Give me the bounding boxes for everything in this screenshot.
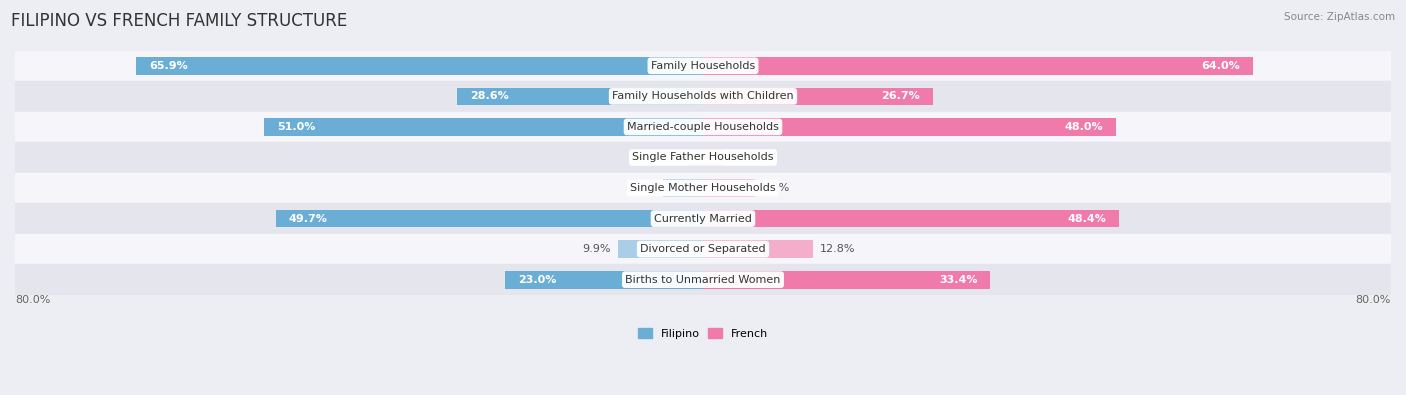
Text: 6.0%: 6.0% [762,183,790,193]
Bar [264,118,703,136]
Text: 80.0%: 80.0% [1355,295,1391,305]
Bar [703,240,813,258]
Bar [505,271,703,288]
Bar [703,88,932,105]
Text: Family Households: Family Households [651,61,755,71]
Text: 49.7%: 49.7% [288,214,328,224]
Bar [703,149,724,166]
Text: Single Father Households: Single Father Households [633,152,773,162]
Text: Married-couple Households: Married-couple Households [627,122,779,132]
Text: 64.0%: 64.0% [1202,61,1240,71]
Text: 51.0%: 51.0% [277,122,316,132]
Bar [688,149,703,166]
Text: Family Households with Children: Family Households with Children [612,91,794,102]
Bar [703,118,1116,136]
Text: 1.8%: 1.8% [652,152,681,162]
Bar [15,264,1391,295]
Text: 48.4%: 48.4% [1067,214,1107,224]
Text: Divorced or Separated: Divorced or Separated [640,244,766,254]
Text: 33.4%: 33.4% [939,275,977,285]
Text: Source: ZipAtlas.com: Source: ZipAtlas.com [1284,12,1395,22]
Bar [703,57,1253,75]
Text: 65.9%: 65.9% [149,61,188,71]
Bar [276,210,703,228]
Text: 80.0%: 80.0% [15,295,51,305]
Text: 12.8%: 12.8% [820,244,855,254]
Text: Single Mother Households: Single Mother Households [630,183,776,193]
Bar [136,57,703,75]
Text: 4.7%: 4.7% [627,183,655,193]
Bar [703,271,990,288]
Bar [15,173,1391,203]
Bar [617,240,703,258]
Text: Currently Married: Currently Married [654,214,752,224]
Legend: Filipino, French: Filipino, French [634,324,772,343]
Text: 2.4%: 2.4% [731,152,759,162]
Bar [703,210,1119,228]
Text: 26.7%: 26.7% [882,91,920,102]
Bar [15,112,1391,142]
Bar [15,234,1391,264]
Text: 9.9%: 9.9% [582,244,612,254]
Text: Births to Unmarried Women: Births to Unmarried Women [626,275,780,285]
Bar [15,51,1391,81]
Text: FILIPINO VS FRENCH FAMILY STRUCTURE: FILIPINO VS FRENCH FAMILY STRUCTURE [11,12,347,30]
Bar [457,88,703,105]
Bar [15,203,1391,234]
Text: 48.0%: 48.0% [1064,122,1102,132]
Text: 28.6%: 28.6% [470,91,509,102]
Bar [15,142,1391,173]
Bar [662,179,703,197]
Bar [15,81,1391,112]
Text: 23.0%: 23.0% [517,275,557,285]
Bar [703,179,755,197]
